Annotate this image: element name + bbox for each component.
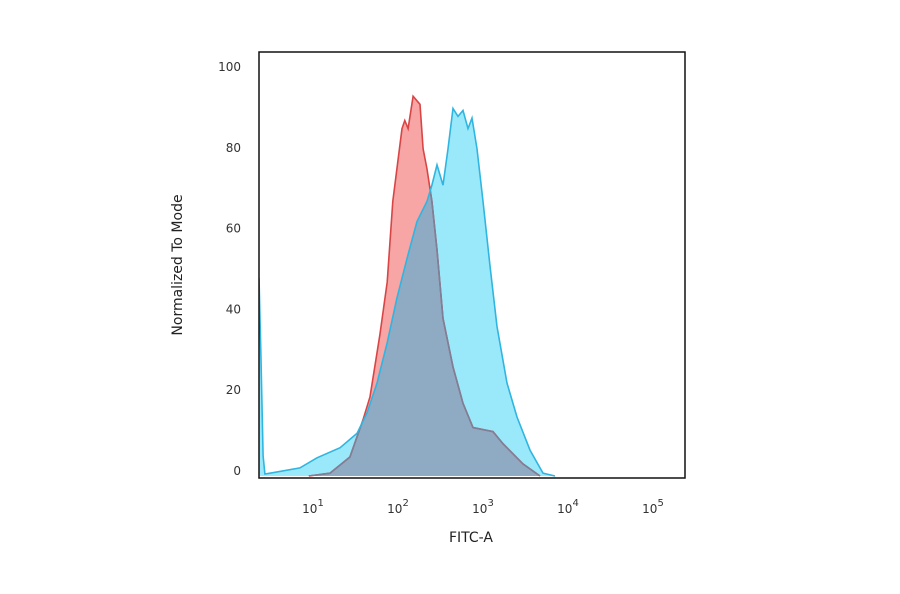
x-tick-label: 103	[472, 498, 494, 516]
x-tick-label: 104	[557, 498, 579, 516]
y-tick-label: 0	[233, 464, 241, 478]
x-tick-label: 105	[642, 498, 664, 516]
y-tick-label: 40	[226, 302, 241, 316]
x-tick-label: 102	[387, 498, 409, 516]
x-axis-label: FITC-A	[449, 530, 493, 546]
y-tick-label: 20	[226, 383, 241, 397]
y-tick-label: 100	[218, 60, 241, 74]
x-tick-label: 101	[302, 498, 324, 516]
series-2-line	[259, 106, 556, 477]
y-tick-label: 60	[226, 222, 241, 236]
y-tick-label: 80	[226, 141, 241, 155]
plot-frame	[258, 51, 686, 479]
y-axis-label: Normalized To Mode	[170, 194, 186, 335]
